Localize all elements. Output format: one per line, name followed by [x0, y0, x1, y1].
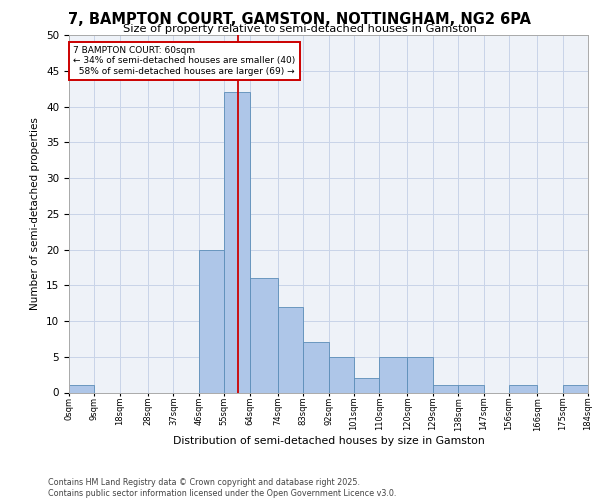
- Bar: [407, 357, 433, 392]
- Bar: [69, 386, 94, 392]
- Bar: [199, 250, 224, 392]
- Bar: [433, 386, 458, 392]
- Text: Contains HM Land Registry data © Crown copyright and database right 2025.
Contai: Contains HM Land Registry data © Crown c…: [48, 478, 397, 498]
- Bar: [563, 386, 588, 392]
- Text: 7 BAMPTON COURT: 60sqm
← 34% of semi-detached houses are smaller (40)
  58% of s: 7 BAMPTON COURT: 60sqm ← 34% of semi-det…: [73, 46, 295, 76]
- Text: 7, BAMPTON COURT, GAMSTON, NOTTINGHAM, NG2 6PA: 7, BAMPTON COURT, GAMSTON, NOTTINGHAM, N…: [68, 12, 532, 28]
- Bar: [303, 342, 329, 392]
- Bar: [329, 357, 354, 392]
- X-axis label: Distribution of semi-detached houses by size in Gamston: Distribution of semi-detached houses by …: [173, 436, 484, 446]
- Bar: [250, 278, 278, 392]
- Bar: [224, 92, 250, 392]
- Bar: [509, 386, 537, 392]
- Bar: [458, 386, 484, 392]
- Y-axis label: Number of semi-detached properties: Number of semi-detached properties: [31, 118, 40, 310]
- Bar: [278, 306, 303, 392]
- Text: Size of property relative to semi-detached houses in Gamston: Size of property relative to semi-detach…: [123, 24, 477, 34]
- Bar: [354, 378, 379, 392]
- Bar: [379, 357, 407, 392]
